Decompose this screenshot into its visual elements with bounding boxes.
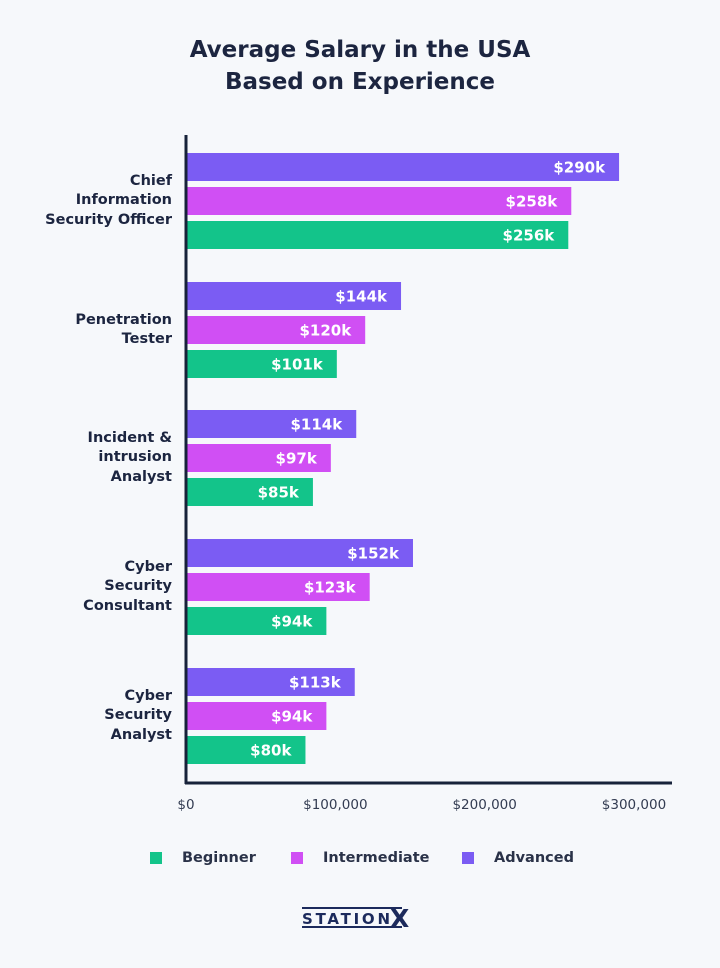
data-label: $258k xyxy=(506,193,559,211)
data-label: $152k xyxy=(347,545,400,563)
bar-beginner xyxy=(186,478,313,506)
category-label-line: Analyst xyxy=(110,468,172,485)
legend-swatch-beginner xyxy=(150,852,162,864)
category-label: Incident & intrusion Analyst xyxy=(2,429,172,488)
data-label: $144k xyxy=(335,288,388,306)
data-label: $256k xyxy=(503,227,556,245)
category-label-line: Information xyxy=(75,192,172,209)
category-label: Chief Information Security Officer xyxy=(2,172,172,231)
data-label: $85k xyxy=(258,484,300,502)
data-label: $123k xyxy=(304,579,357,597)
category-label-line: Tester xyxy=(121,331,172,347)
bar-beginner xyxy=(186,221,569,249)
data-label: $120k xyxy=(299,322,352,340)
category-label: Cyber Security Consultant xyxy=(2,558,172,617)
bar-intermediate xyxy=(186,187,572,215)
bar-beginner xyxy=(186,350,337,378)
category-label-line: Cyber xyxy=(124,558,172,575)
svg-text:STATION: STATION xyxy=(302,910,390,928)
data-label: $97k xyxy=(276,450,318,468)
category-label: Cyber Security Analyst xyxy=(2,687,172,746)
category-label-line: Consultant xyxy=(83,597,172,614)
title-line-1: Average Salary in the USA xyxy=(189,37,531,63)
category-label-line: intrusion xyxy=(98,449,172,466)
bar-advanced xyxy=(186,282,402,310)
bar-advanced xyxy=(186,668,355,696)
category-label-line: Penetration xyxy=(75,311,172,328)
stationx-logo: STATION X xyxy=(300,904,430,935)
legend-label: Advanced xyxy=(494,850,574,866)
category-label-line: Security xyxy=(104,707,172,724)
bar-intermediate xyxy=(186,316,366,344)
category-label-line: Incident & xyxy=(87,429,172,446)
data-label: $114k xyxy=(291,416,344,434)
x-tick-label: $0 xyxy=(177,797,195,813)
data-label: $80k xyxy=(250,742,292,760)
legend-label: Beginner xyxy=(182,850,256,866)
category-label-line: Chief xyxy=(129,172,172,189)
category-label-line: Analyst xyxy=(110,726,172,743)
bar-intermediate xyxy=(186,444,331,472)
bar-beginner xyxy=(186,736,306,764)
data-label: $94k xyxy=(271,613,313,631)
legend-label: Intermediate xyxy=(323,850,430,866)
x-tick-label: $300,000 xyxy=(601,797,667,813)
legend-intermediate: Intermediate xyxy=(291,850,429,866)
data-label: $290k xyxy=(553,159,606,177)
data-label: $94k xyxy=(271,708,313,726)
data-label: $113k xyxy=(289,674,342,692)
bar-intermediate xyxy=(186,573,370,601)
category-label-line: Cyber xyxy=(124,687,172,704)
data-label: $101k xyxy=(271,356,324,374)
bar-beginner xyxy=(186,607,327,635)
bar-advanced xyxy=(186,539,413,567)
x-tick-label: $200,000 xyxy=(452,797,517,813)
chart-title: Average Salary in the USA Based on Exper… xyxy=(0,34,720,98)
svg-text:X: X xyxy=(390,905,409,931)
legend-swatch-intermediate xyxy=(291,852,303,864)
bar-intermediate xyxy=(186,702,327,730)
category-label-line: Security xyxy=(104,578,172,595)
category-label: Penetration Tester xyxy=(2,311,172,350)
bar-advanced xyxy=(186,153,620,181)
title-line-2: Based on Experience xyxy=(224,69,496,95)
category-label-line: Security Officer xyxy=(45,211,172,228)
legend-advanced: Advanced xyxy=(462,850,574,866)
legend-swatch-advanced xyxy=(462,852,474,864)
bar-advanced xyxy=(186,410,357,438)
legend-beginner: Beginner xyxy=(150,850,256,866)
x-tick-label: $100,000 xyxy=(303,797,368,813)
